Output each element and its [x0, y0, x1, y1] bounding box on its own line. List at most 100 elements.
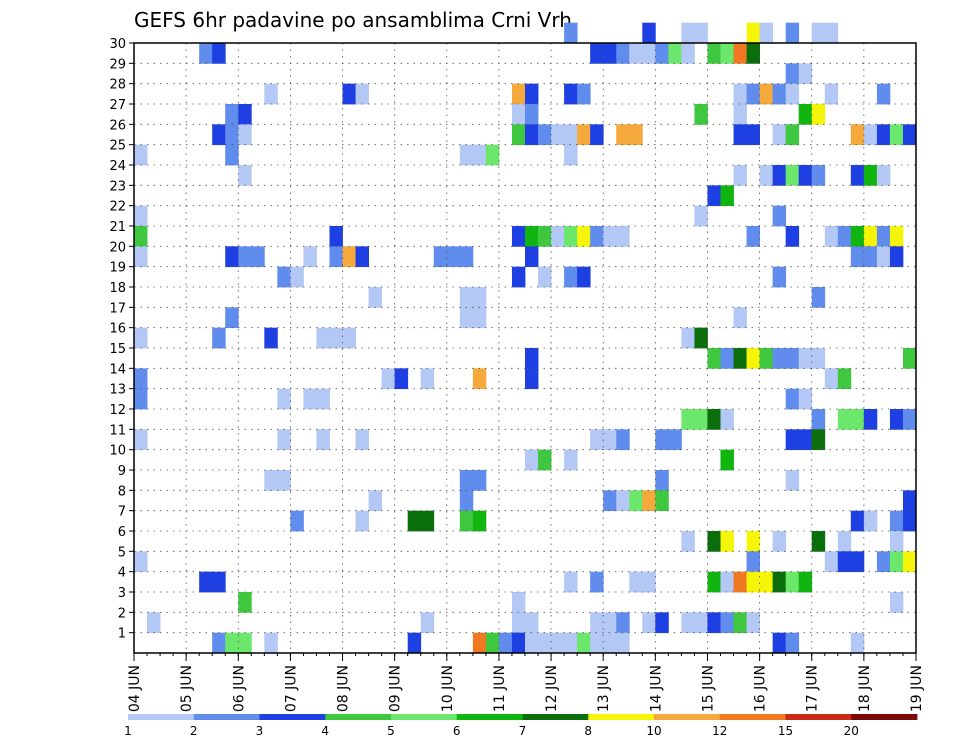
- x-tick-label: 08 JUN: [336, 665, 352, 712]
- precip-cell: [225, 144, 239, 166]
- precip-cell: [525, 83, 539, 105]
- legend-color-box: [588, 714, 655, 720]
- precip-cell: [720, 449, 734, 471]
- x-tick-label: 16 JUN: [753, 665, 769, 712]
- precip-cell: [811, 531, 826, 552]
- x-axis: 04 JUN 05 JUN 06 JUN 07 JUN 08 JUN 09 JUN 10 J…: [127, 653, 925, 712]
- y-tick-label: 7: [118, 505, 126, 520]
- y-tick-label: 13: [109, 383, 126, 398]
- precip-cell: [590, 226, 604, 247]
- precip-cell: [850, 551, 865, 573]
- precip-cell: [551, 124, 565, 146]
- precip-cell: [342, 83, 356, 105]
- precip-cell: [199, 571, 213, 593]
- precip-cell: [511, 632, 526, 654]
- precip-cell: [772, 205, 787, 227]
- precip-cell: [616, 124, 630, 146]
- y-tick-label: 30: [109, 37, 126, 52]
- precip-cell: [134, 429, 148, 451]
- precip-cell: [785, 83, 800, 105]
- precip-cell: [564, 632, 578, 654]
- precip-cell: [694, 205, 708, 227]
- precip-cell: [785, 429, 800, 451]
- legend-color-box: [456, 714, 523, 720]
- precip-cell: [616, 612, 630, 634]
- x-tick-label: 11 JUN: [492, 665, 508, 712]
- precip-cell: [772, 571, 787, 593]
- precip-cell: [733, 165, 747, 186]
- precip-cell: [733, 83, 747, 105]
- precip-cell: [290, 266, 304, 288]
- precip-cell: [616, 43, 630, 64]
- precip-cell: [577, 124, 591, 146]
- precip-cell: [551, 226, 565, 247]
- precip-cell: [225, 307, 239, 329]
- precip-cell: [746, 226, 760, 247]
- precip-cell: [238, 124, 252, 146]
- precip-cell: [472, 287, 487, 308]
- precip-cell: [511, 83, 526, 105]
- precip-cell: [485, 144, 500, 166]
- precip-cell: [551, 632, 565, 654]
- precip-cell: [525, 124, 539, 146]
- y-tick-label: 5: [118, 545, 126, 560]
- precip-cell: [811, 287, 826, 308]
- precip-cell: [616, 490, 630, 512]
- precip-cell: [811, 104, 826, 125]
- y-tick-label: 21: [109, 220, 126, 235]
- precip-cell: [329, 226, 343, 247]
- precip-cell: [811, 348, 826, 369]
- precip-cell: [225, 632, 239, 654]
- precip-cell: [681, 612, 695, 634]
- precip-cell: [733, 307, 747, 329]
- precip-cell: [902, 510, 917, 532]
- precip-cell: [212, 43, 226, 64]
- precip-cell: [746, 124, 760, 146]
- y-tick-label: 1: [118, 627, 126, 642]
- y-tick-label: 11: [109, 423, 126, 438]
- precip-cell: [707, 409, 721, 430]
- precip-cell: [134, 327, 148, 349]
- precip-cell: [459, 510, 474, 532]
- precip-cell: [642, 43, 656, 64]
- precip-cell: [642, 490, 656, 512]
- precip-cell: [407, 510, 422, 532]
- precip-cell: [733, 571, 747, 593]
- precip-cell: [238, 592, 252, 613]
- precip-cell: [511, 612, 526, 634]
- precip-cell: [850, 246, 865, 268]
- precip-cell: [472, 632, 487, 654]
- legend-color-box: [325, 714, 392, 720]
- precip-cell: [603, 226, 617, 247]
- y-tick-label: 27: [109, 98, 126, 113]
- precip-cell: [590, 124, 604, 146]
- precip-cell: [590, 632, 604, 654]
- precip-cell: [720, 531, 734, 552]
- precip-cell: [134, 388, 148, 410]
- precip-cell: [720, 612, 734, 634]
- precip-cell: [889, 551, 904, 573]
- y-tick-label: 15: [109, 342, 126, 357]
- precip-cell: [212, 632, 226, 654]
- precip-cell: [577, 266, 591, 288]
- precip-cell: [785, 348, 800, 369]
- precip-cell: [603, 43, 617, 64]
- precip-cell: [798, 571, 813, 593]
- legend-label: 5: [387, 724, 395, 738]
- precip-cell: [472, 510, 487, 532]
- y-axis: 1234567891011121314151617181920212223242…: [109, 37, 134, 642]
- precip-cell: [811, 165, 826, 186]
- precip-cell: [681, 409, 695, 430]
- x-tick-label: 06 JUN: [231, 665, 247, 712]
- precip-cell: [824, 368, 839, 390]
- precip-cell: [733, 124, 747, 146]
- precip-cell: [902, 348, 917, 369]
- precip-cell: [707, 612, 721, 634]
- precip-cell: [342, 246, 356, 268]
- precip-cell: [355, 510, 369, 532]
- precip-cell: [850, 409, 865, 430]
- precip-cell: [629, 490, 643, 512]
- legend-color-box: [391, 714, 458, 720]
- precip-cell: [798, 104, 813, 125]
- precip-cell: [811, 429, 826, 451]
